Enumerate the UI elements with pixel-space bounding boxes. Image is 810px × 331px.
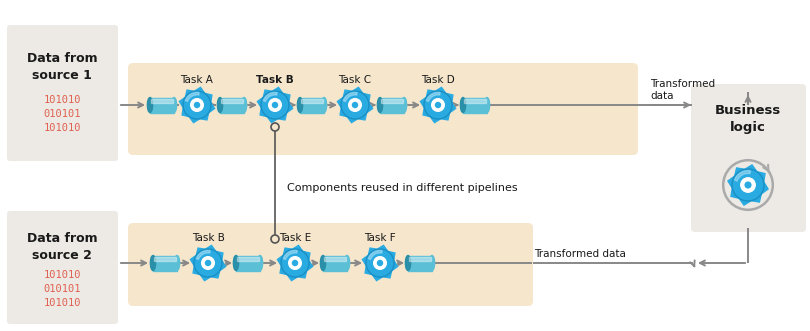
Ellipse shape (217, 98, 223, 113)
Ellipse shape (405, 256, 411, 270)
Bar (237, 257, 259, 261)
Ellipse shape (321, 256, 326, 270)
Text: Task D: Task D (421, 75, 455, 85)
Circle shape (348, 99, 361, 111)
Polygon shape (277, 245, 313, 281)
Text: Transformed data: Transformed data (534, 249, 626, 259)
Circle shape (432, 99, 445, 111)
Ellipse shape (297, 98, 303, 113)
Polygon shape (338, 87, 373, 122)
Bar (409, 257, 431, 261)
Circle shape (741, 178, 755, 192)
Text: 101010
010101
101010: 101010 010101 101010 (43, 270, 81, 308)
Text: Task A: Task A (181, 75, 214, 85)
Bar (381, 99, 403, 103)
Bar (221, 99, 243, 103)
Bar (220, 98, 244, 113)
Text: Data from
source 1: Data from source 1 (27, 52, 97, 82)
Ellipse shape (151, 256, 156, 270)
Circle shape (292, 260, 297, 265)
Circle shape (373, 257, 386, 269)
Wedge shape (369, 250, 382, 260)
Circle shape (352, 103, 357, 108)
Polygon shape (420, 87, 455, 122)
Bar (324, 257, 346, 261)
FancyBboxPatch shape (691, 84, 806, 232)
Bar (236, 256, 260, 270)
Ellipse shape (460, 98, 466, 113)
Bar (408, 256, 432, 270)
Circle shape (194, 103, 199, 108)
Wedge shape (185, 92, 199, 102)
Bar (463, 98, 487, 113)
Bar (380, 98, 404, 113)
FancyBboxPatch shape (7, 211, 118, 324)
Text: Task C: Task C (339, 75, 372, 85)
Text: Transformed
data: Transformed data (650, 78, 715, 101)
Ellipse shape (174, 256, 180, 270)
Circle shape (202, 257, 215, 269)
Circle shape (269, 99, 281, 111)
Ellipse shape (322, 98, 326, 113)
Bar (301, 99, 323, 103)
Bar (153, 256, 177, 270)
Bar (151, 99, 173, 103)
Text: Task B: Task B (256, 75, 294, 85)
Wedge shape (343, 92, 357, 102)
Circle shape (288, 257, 301, 269)
Ellipse shape (344, 256, 350, 270)
Polygon shape (258, 87, 292, 122)
Circle shape (745, 182, 751, 188)
Ellipse shape (484, 98, 489, 113)
Circle shape (377, 260, 382, 265)
Ellipse shape (429, 256, 435, 270)
Polygon shape (728, 165, 768, 205)
Circle shape (190, 99, 203, 111)
FancyBboxPatch shape (7, 25, 118, 161)
Wedge shape (196, 250, 210, 260)
Wedge shape (263, 92, 277, 102)
Text: Task F: Task F (364, 233, 396, 243)
Ellipse shape (402, 98, 407, 113)
Circle shape (272, 103, 278, 108)
Bar (464, 99, 486, 103)
Wedge shape (284, 250, 297, 260)
Ellipse shape (377, 98, 382, 113)
Bar (150, 98, 174, 113)
Wedge shape (426, 92, 440, 102)
Text: Business
logic: Business logic (715, 104, 781, 134)
Text: Task B: Task B (191, 233, 224, 243)
Ellipse shape (233, 256, 239, 270)
Ellipse shape (147, 98, 152, 113)
FancyBboxPatch shape (128, 223, 533, 306)
Bar (154, 257, 176, 261)
Ellipse shape (172, 98, 177, 113)
Polygon shape (190, 245, 225, 281)
Circle shape (436, 103, 441, 108)
Polygon shape (362, 245, 398, 281)
Text: 101010
010101
101010: 101010 010101 101010 (43, 95, 81, 133)
Text: Data from
source 2: Data from source 2 (27, 232, 97, 262)
Polygon shape (180, 87, 215, 122)
Circle shape (206, 260, 211, 265)
Ellipse shape (241, 98, 246, 113)
Wedge shape (735, 170, 751, 181)
Text: Task E: Task E (279, 233, 311, 243)
Ellipse shape (258, 256, 262, 270)
Text: Components reused in different pipelines: Components reused in different pipelines (287, 183, 518, 193)
FancyBboxPatch shape (128, 63, 638, 155)
Bar (323, 256, 347, 270)
Bar (300, 98, 324, 113)
